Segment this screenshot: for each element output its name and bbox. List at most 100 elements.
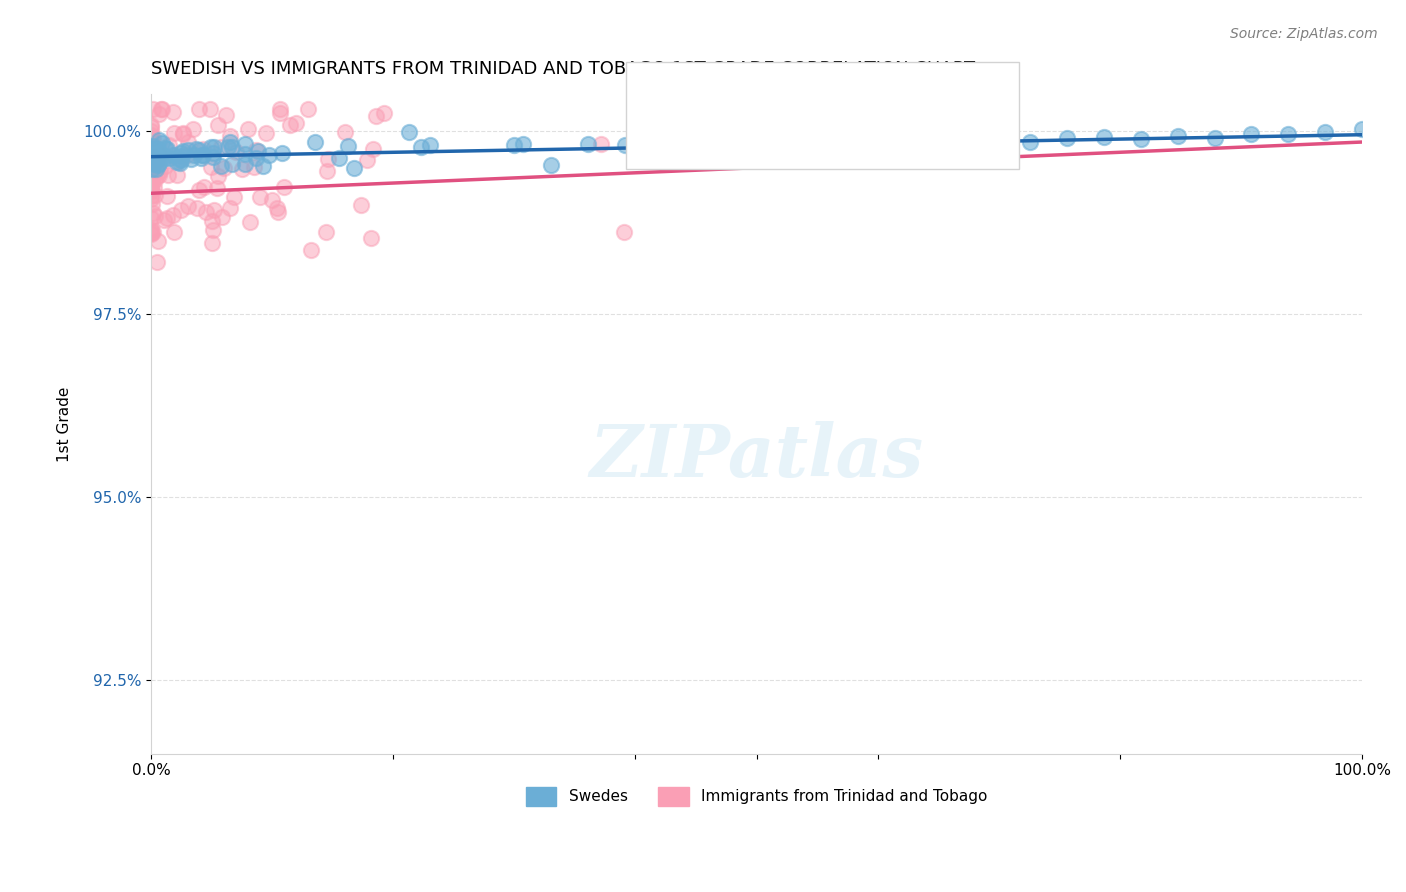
Immigrants from Trinidad and Tobago (141, 197, 163, 211)
Swedes (630, 153, 652, 167)
Swedes (247, 144, 270, 158)
Immigrants from Trinidad and Tobago (143, 209, 166, 223)
Swedes (651, 140, 673, 154)
Swedes (141, 148, 163, 162)
Immigrants from Trinidad and Tobago (202, 202, 225, 217)
Immigrants from Trinidad and Tobago (613, 225, 636, 239)
Immigrants from Trinidad and Tobago (146, 255, 169, 269)
Swedes (150, 136, 173, 151)
Immigrants from Trinidad and Tobago (145, 161, 167, 175)
Immigrants from Trinidad and Tobago (360, 231, 382, 245)
Swedes (146, 158, 169, 172)
Immigrants from Trinidad and Tobago (209, 140, 232, 154)
Swedes (143, 151, 166, 165)
Immigrants from Trinidad and Tobago (222, 190, 245, 204)
Swedes (172, 144, 194, 158)
Text: ZIPatlas: ZIPatlas (589, 421, 924, 492)
Immigrants from Trinidad and Tobago (231, 161, 253, 176)
Swedes (139, 155, 162, 169)
Swedes (180, 153, 202, 167)
Swedes (1056, 131, 1078, 145)
Swedes (419, 138, 441, 153)
Immigrants from Trinidad and Tobago (141, 171, 163, 186)
Immigrants from Trinidad and Tobago (139, 188, 162, 202)
Immigrants from Trinidad and Tobago (350, 198, 373, 212)
Swedes (1019, 135, 1042, 149)
Swedes (142, 139, 165, 153)
Swedes (193, 148, 215, 162)
Immigrants from Trinidad and Tobago (273, 179, 295, 194)
Immigrants from Trinidad and Tobago (211, 210, 233, 224)
Swedes (142, 141, 165, 155)
Swedes (148, 156, 170, 170)
Immigrants from Trinidad and Tobago (139, 155, 162, 169)
Swedes (139, 151, 162, 165)
Swedes (233, 137, 256, 152)
Swedes (1351, 121, 1374, 136)
Immigrants from Trinidad and Tobago (156, 189, 179, 203)
Immigrants from Trinidad and Tobago (148, 169, 170, 183)
Swedes (201, 145, 224, 160)
Swedes (190, 151, 212, 165)
Swedes (749, 136, 772, 151)
Immigrants from Trinidad and Tobago (591, 136, 613, 151)
Immigrants from Trinidad and Tobago (200, 213, 222, 227)
FancyBboxPatch shape (651, 123, 688, 152)
Immigrants from Trinidad and Tobago (183, 121, 205, 136)
Immigrants from Trinidad and Tobago (356, 153, 378, 167)
Immigrants from Trinidad and Tobago (267, 204, 290, 219)
Swedes (143, 153, 166, 167)
Immigrants from Trinidad and Tobago (142, 206, 165, 220)
Swedes (202, 140, 225, 154)
Immigrants from Trinidad and Tobago (315, 225, 337, 239)
Swedes (170, 153, 193, 168)
Immigrants from Trinidad and Tobago (243, 160, 266, 174)
Swedes (200, 139, 222, 153)
Immigrants from Trinidad and Tobago (207, 118, 229, 132)
Immigrants from Trinidad and Tobago (176, 135, 198, 149)
Swedes (146, 142, 169, 156)
Immigrants from Trinidad and Tobago (212, 161, 235, 175)
Immigrants from Trinidad and Tobago (149, 102, 172, 116)
Swedes (1240, 127, 1263, 141)
Swedes (156, 142, 179, 156)
Y-axis label: 1st Grade: 1st Grade (58, 386, 72, 462)
Swedes (170, 146, 193, 161)
Text: 104: 104 (877, 88, 912, 106)
Immigrants from Trinidad and Tobago (142, 155, 165, 169)
Immigrants from Trinidad and Tobago (148, 148, 170, 162)
Swedes (908, 138, 931, 153)
Swedes (724, 146, 747, 161)
Swedes (245, 152, 267, 166)
Immigrants from Trinidad and Tobago (139, 175, 162, 189)
Swedes (673, 140, 696, 154)
Immigrants from Trinidad and Tobago (139, 120, 162, 135)
Swedes (613, 137, 636, 152)
Immigrants from Trinidad and Tobago (254, 126, 277, 140)
Swedes (143, 156, 166, 170)
Immigrants from Trinidad and Tobago (200, 160, 222, 174)
Text: 115: 115 (877, 128, 912, 146)
Immigrants from Trinidad and Tobago (139, 184, 162, 198)
Swedes (1092, 129, 1115, 144)
Immigrants from Trinidad and Tobago (202, 222, 225, 236)
Immigrants from Trinidad and Tobago (152, 213, 174, 227)
Immigrants from Trinidad and Tobago (141, 178, 163, 193)
Immigrants from Trinidad and Tobago (315, 164, 337, 178)
Immigrants from Trinidad and Tobago (172, 128, 194, 142)
Immigrants from Trinidad and Tobago (139, 118, 162, 132)
Immigrants from Trinidad and Tobago (316, 153, 339, 167)
Swedes (336, 138, 359, 153)
Swedes (342, 161, 364, 175)
Swedes (744, 148, 766, 162)
Swedes (233, 157, 256, 171)
Swedes (141, 142, 163, 156)
Immigrants from Trinidad and Tobago (245, 143, 267, 157)
Immigrants from Trinidad and Tobago (195, 205, 218, 219)
Swedes (835, 131, 858, 145)
Swedes (191, 148, 214, 162)
Immigrants from Trinidad and Tobago (146, 235, 169, 249)
Immigrants from Trinidad and Tobago (142, 181, 165, 195)
Swedes (209, 159, 232, 173)
Swedes (139, 145, 162, 160)
